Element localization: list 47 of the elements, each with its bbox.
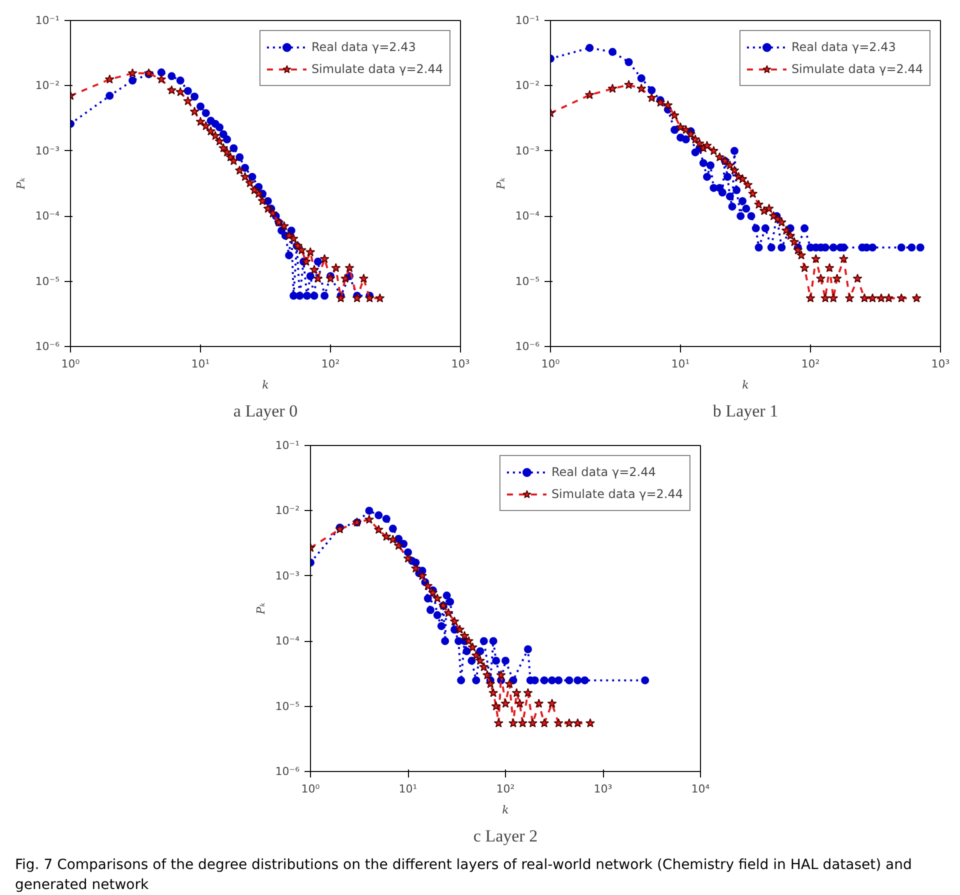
- x-tick-label: 10³: [594, 782, 612, 796]
- y-tick-label: 10⁻⁶: [35, 340, 60, 353]
- y-tick-label: 10⁻¹: [35, 14, 60, 27]
- text: a Layer 0: [233, 402, 298, 420]
- x-tick-label: 10⁰: [61, 358, 80, 370]
- y-axis-title: Pₖ: [254, 602, 268, 616]
- text: b Layer 1: [712, 402, 778, 420]
- y-tick-label: 10⁻³: [515, 144, 540, 158]
- x-tick-label: 10²: [496, 782, 515, 796]
- x-axis-title: k: [262, 378, 270, 392]
- y-tick-label: 10⁻²: [35, 79, 60, 92]
- x-tick-label: 10⁰: [541, 358, 560, 370]
- x-tick-label: 10⁴: [691, 782, 710, 796]
- caption: Fig. 7 Comparisons of the degree distributions on the different layers of real-world network (Chemistry field in HAL dataset) and generated network: [15, 856, 913, 895]
- x-tick-label: 10³: [931, 358, 950, 370]
- y-axis-title: Pₖ: [14, 178, 28, 190]
- y-tick-label: 10⁻⁵: [35, 274, 60, 288]
- y-tick-label: 10⁻¹: [275, 439, 300, 452]
- x-tick-label: 10¹: [398, 782, 418, 796]
- legend-label: Simulate data γ=2.44: [311, 62, 443, 76]
- legend-label: Simulate data γ=2.44: [551, 487, 683, 501]
- legend-label: Simulate data γ=2.44: [791, 62, 923, 76]
- y-tick-label: 10⁻⁵: [275, 700, 300, 713]
- y-tick-label: 10⁻⁴: [515, 210, 540, 223]
- legend-label: Real data γ=2.43: [791, 40, 896, 54]
- x-axis-title: k: [742, 378, 750, 392]
- x-axis-title: k: [502, 804, 510, 816]
- legend-label: Real data γ=2.44: [551, 465, 656, 479]
- y-tick-label: 10⁻⁴: [275, 634, 300, 648]
- y-tick-label: 10⁻³: [35, 144, 60, 158]
- y-tick-label: 10⁻⁶: [275, 765, 300, 778]
- x-tick-label: 10⁰: [301, 782, 320, 796]
- y-tick-label: 10⁻¹: [515, 14, 540, 27]
- x-tick-label: 10¹: [191, 358, 210, 370]
- y-tick-label: 10⁻⁵: [515, 274, 540, 288]
- x-tick-label: 10¹: [671, 358, 690, 370]
- x-tick-label: 10²: [321, 358, 340, 370]
- y-tick-label: 10⁻²: [275, 504, 300, 518]
- text: c Layer 2: [473, 826, 538, 846]
- y-tick-label: 10⁻²: [515, 79, 540, 92]
- y-tick-label: 10⁻⁴: [35, 210, 60, 223]
- x-tick-label: 10³: [451, 358, 470, 370]
- y-tick-label: 10⁻⁶: [515, 340, 540, 353]
- legend-label: Real data γ=2.43: [311, 40, 416, 54]
- y-tick-label: 10⁻³: [275, 569, 300, 582]
- x-tick-label: 10²: [801, 358, 820, 370]
- y-axis-title: Pₖ: [494, 178, 508, 190]
